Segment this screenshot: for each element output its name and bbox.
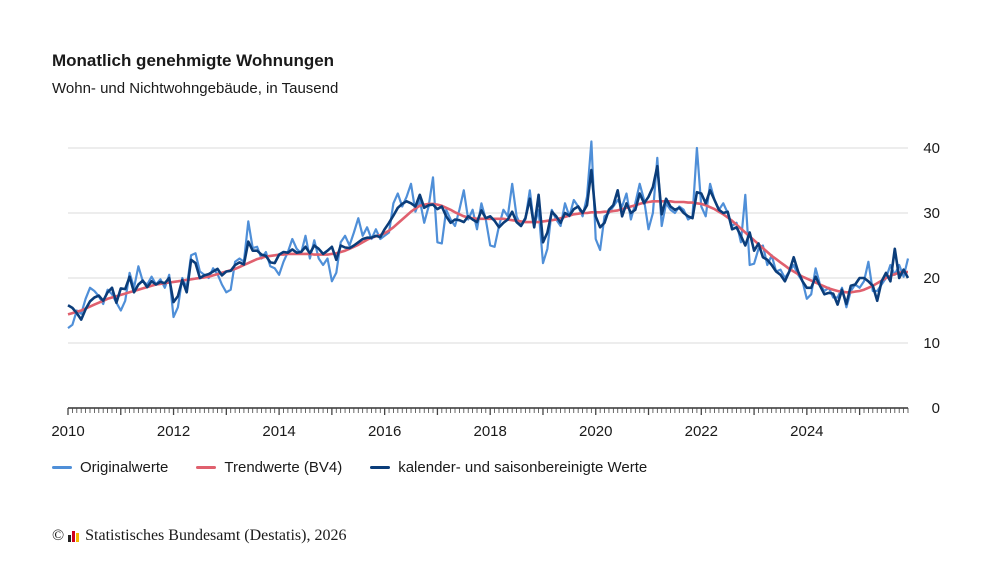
chart-title: Monatlich genehmigte Wohnungen <box>52 51 335 70</box>
source-text: Statistisches Bundesamt (Destatis), 2026 <box>85 527 347 544</box>
destatis-logo-icon <box>68 530 80 542</box>
series-line-original <box>67 140 910 329</box>
series-line-trend <box>67 200 908 316</box>
legend-swatch-adjusted <box>370 466 391 469</box>
legend-item-trend[interactable]: Trendwerte (BV4) <box>196 459 342 476</box>
legend-label: Trendwerte (BV4) <box>224 459 343 476</box>
chart-legend: Originalwerte Trendwerte (BV4) kalender-… <box>52 459 647 476</box>
legend-label: Originalwerte <box>80 459 169 476</box>
legend-label: kalender- und saisonbereinigte Werte <box>398 459 648 476</box>
y-tick-label: 40 <box>923 140 940 157</box>
x-tick-label: 2020 <box>579 423 612 440</box>
y-tick-label: 30 <box>923 205 940 222</box>
source-footer: © Statistisches Bundesamt (Destatis), 20… <box>52 527 346 545</box>
legend-swatch-trend <box>196 466 217 469</box>
y-tick-label: 20 <box>923 270 940 287</box>
legend-swatch-original <box>52 466 72 469</box>
x-tick-label: 2014 <box>262 423 295 440</box>
x-tick-label: 2012 <box>157 423 190 440</box>
x-tick-label: 2010 <box>51 423 84 440</box>
copyright-symbol: © <box>52 527 65 544</box>
x-tick-label: 2022 <box>685 423 718 440</box>
x-tick-label: 2024 <box>790 423 823 440</box>
legend-item-adjusted[interactable]: kalender- und saisonbereinigte Werte <box>370 459 647 476</box>
y-tick-label: 0 <box>932 400 940 417</box>
y-tick-label: 10 <box>923 335 940 352</box>
chart-subtitle: Wohn- und Nichtwohngebäude, in Tausend <box>52 80 339 97</box>
x-tick-label: 2018 <box>474 423 507 440</box>
x-tick-label: 2016 <box>368 423 401 440</box>
legend-item-original[interactable]: Originalwerte <box>52 459 168 476</box>
series-line-adjusted <box>67 164 910 321</box>
